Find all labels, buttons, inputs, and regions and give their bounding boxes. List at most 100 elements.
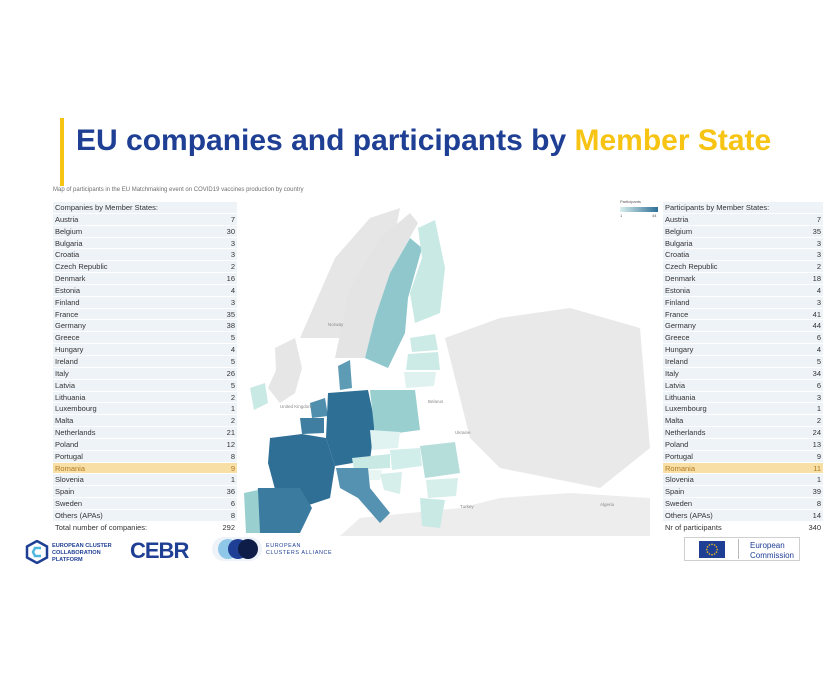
table-row: Estonia 4 bbox=[663, 284, 823, 297]
map-non-eu-east bbox=[445, 308, 650, 488]
ec-logo-divider bbox=[738, 539, 739, 559]
table-row: Malta 2 bbox=[53, 415, 237, 428]
value-cell: 18 bbox=[812, 274, 821, 284]
table-row: Austria 7 bbox=[53, 213, 237, 226]
title-accent-bar bbox=[60, 118, 64, 186]
table-row: Finland 3 bbox=[53, 296, 237, 309]
value-cell: 1 bbox=[230, 475, 235, 485]
map-label-ukraine: Ukraine bbox=[455, 430, 471, 435]
country-cell: Spain bbox=[55, 487, 75, 497]
table-header: Companies by Member States: bbox=[53, 202, 237, 214]
eca-logo-icon bbox=[212, 537, 262, 561]
table-row: Poland 12 bbox=[53, 438, 237, 451]
value-cell: 1 bbox=[816, 475, 821, 485]
table-row: Slovenia 1 bbox=[53, 474, 237, 487]
country-cell: Portugal bbox=[55, 451, 83, 461]
table-row: Sweden 6 bbox=[53, 498, 237, 510]
table-row: Ireland 5 bbox=[663, 355, 823, 368]
table-total-row: Nr of participants 340 bbox=[663, 521, 823, 534]
country-cell: Ireland bbox=[55, 356, 78, 366]
table-row: Others (APAs) 14 bbox=[663, 509, 823, 522]
country-cell: Estonia bbox=[665, 285, 691, 295]
country-cell: Sweden bbox=[665, 499, 693, 509]
value-cell: 1 bbox=[230, 404, 235, 414]
table-row: Croatia 3 bbox=[663, 249, 823, 262]
country-cell: Hungary bbox=[55, 345, 84, 355]
value-cell: 9 bbox=[816, 451, 821, 461]
table-row: Czech Republic 2 bbox=[663, 261, 823, 274]
table-row: Austria 7 bbox=[663, 213, 823, 226]
value-cell: 8 bbox=[230, 451, 235, 461]
value-cell: 26 bbox=[226, 368, 235, 378]
country-cell: Czech Republic bbox=[665, 262, 718, 272]
table-row: Slovenia 1 bbox=[663, 474, 823, 487]
country-cell: France bbox=[55, 309, 79, 319]
country-cell: Estonia bbox=[55, 285, 81, 295]
value-cell: 4 bbox=[230, 285, 235, 295]
map-estonia bbox=[410, 334, 438, 352]
country-cell: Czech Republic bbox=[55, 262, 108, 272]
map-romania bbox=[420, 442, 460, 478]
table-row: Netherlands 21 bbox=[53, 427, 237, 439]
value-cell: 6 bbox=[816, 333, 821, 343]
value-cell: 5 bbox=[230, 333, 235, 343]
country-cell: Germany bbox=[55, 321, 86, 331]
table-row: Italy 26 bbox=[53, 367, 237, 380]
value-cell: 3 bbox=[230, 250, 235, 260]
table-row: Spain 39 bbox=[663, 486, 823, 499]
value-cell: 2 bbox=[230, 392, 235, 402]
value-cell: 41 bbox=[812, 309, 821, 319]
value-cell: 2 bbox=[230, 416, 235, 426]
table-row: Spain 36 bbox=[53, 486, 237, 499]
europe-map: Norway United Kingdom Belarus Ukraine Tu… bbox=[244, 208, 650, 536]
value-cell: 4 bbox=[230, 345, 235, 355]
ecc-logo-text: EUROPEAN CLUSTER COLLABORATION PLATFORM bbox=[52, 543, 112, 563]
map-caption: Map of participants in the EU Matchmakin… bbox=[53, 187, 304, 193]
map-belgium bbox=[300, 418, 324, 434]
value-cell: 12 bbox=[226, 439, 235, 449]
map-label-belarus: Belarus bbox=[428, 399, 444, 404]
country-cell: Finland bbox=[55, 297, 80, 307]
table-row: Ireland 5 bbox=[53, 355, 237, 368]
country-cell: Belgium bbox=[55, 226, 83, 236]
value-cell: 9 bbox=[230, 463, 235, 473]
value-cell: 11 bbox=[813, 463, 821, 473]
country-cell: Malta bbox=[55, 416, 74, 426]
value-cell: 5 bbox=[816, 356, 821, 366]
value-cell: 2 bbox=[816, 262, 821, 272]
value-cell: 3 bbox=[230, 238, 235, 248]
country-cell: Italy bbox=[665, 368, 679, 378]
map-slovenia bbox=[368, 470, 382, 480]
country-cell: Poland bbox=[55, 439, 79, 449]
value-cell: 21 bbox=[226, 428, 235, 438]
map-label-uk: United Kingdom bbox=[280, 404, 312, 409]
value-cell: 3 bbox=[816, 250, 821, 260]
table-row: Netherlands 24 bbox=[663, 427, 823, 439]
value-cell: 8 bbox=[816, 499, 821, 509]
country-cell: Others (APAs) bbox=[665, 510, 713, 520]
country-cell: Denmark bbox=[665, 274, 696, 284]
table-row: Czech Republic 2 bbox=[53, 261, 237, 274]
country-cell: Italy bbox=[55, 368, 69, 378]
value-cell: 38 bbox=[226, 321, 235, 331]
ec-logo-text: European Commission bbox=[750, 541, 795, 560]
country-cell: Spain bbox=[665, 487, 685, 497]
map-non-eu-south bbox=[340, 493, 650, 536]
value-cell: 3 bbox=[816, 238, 821, 248]
country-cell: Finland bbox=[665, 297, 690, 307]
map-poland bbox=[370, 390, 420, 436]
table-row: Hungary 4 bbox=[53, 344, 237, 356]
table-row: France 41 bbox=[663, 308, 823, 321]
value-cell: 1 bbox=[816, 404, 821, 414]
country-cell: Lithuania bbox=[55, 392, 86, 402]
map-netherlands bbox=[310, 398, 328, 418]
country-cell: Denmark bbox=[55, 274, 86, 284]
table-row: Denmark 18 bbox=[663, 273, 823, 285]
value-cell: 14 bbox=[812, 510, 821, 520]
map-spain bbox=[254, 488, 312, 533]
country-cell: Austria bbox=[55, 214, 79, 224]
map-ireland bbox=[250, 383, 268, 410]
map-legend-title: Participants bbox=[620, 199, 641, 204]
map-uk bbox=[268, 338, 302, 403]
map-portugal bbox=[244, 490, 260, 533]
